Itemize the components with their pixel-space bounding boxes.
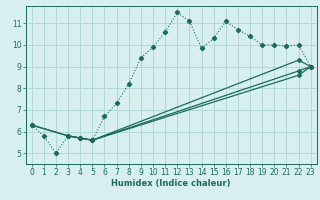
X-axis label: Humidex (Indice chaleur): Humidex (Indice chaleur) xyxy=(111,179,231,188)
